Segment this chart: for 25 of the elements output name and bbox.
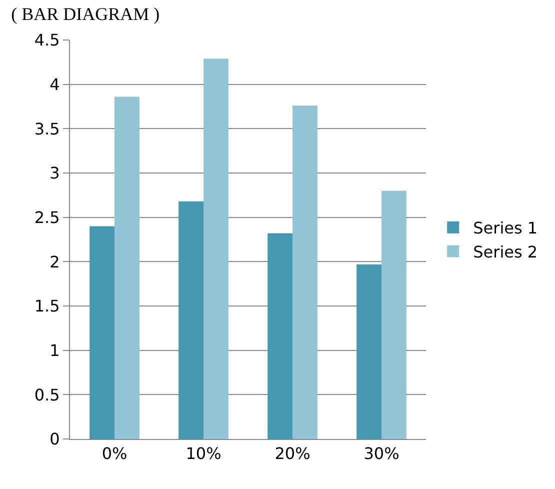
bar <box>268 233 292 439</box>
y-tick-label: 4 <box>50 74 60 94</box>
bar <box>356 264 382 439</box>
x-tick-label: 30% <box>364 444 400 464</box>
bar <box>114 96 140 439</box>
y-tick-label: 3 <box>50 164 60 183</box>
bar <box>178 201 204 439</box>
legend-label: Series 2 <box>473 242 538 262</box>
y-tick-label: 2 <box>50 252 60 272</box>
y-tick-label: 0 <box>50 430 60 449</box>
chart-title: ( BAR DIAGRAM ) <box>11 4 160 24</box>
y-tick-label: 1.5 <box>34 296 60 316</box>
bar <box>292 106 318 439</box>
x-tick-label: 0% <box>102 444 128 464</box>
y-tick-label: 0.5 <box>34 385 60 404</box>
bar <box>90 226 114 439</box>
y-tick-label: 4.5 <box>34 30 60 50</box>
x-tick-label: 10% <box>186 444 222 464</box>
y-tick-label: 1 <box>50 340 60 360</box>
y-tick-label: 2.5 <box>34 208 60 227</box>
bar <box>382 190 406 439</box>
legend-label: Series 1 <box>473 218 538 238</box>
bar <box>204 58 228 439</box>
x-tick-label: 20% <box>274 444 310 464</box>
y-tick-label: 3.5 <box>34 119 60 138</box>
